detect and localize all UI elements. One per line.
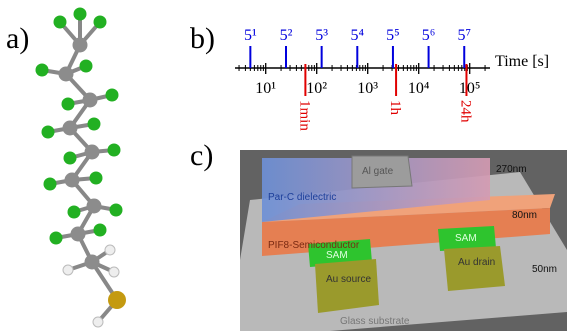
device-label: Glass substrate xyxy=(340,316,410,327)
fluorine-atom xyxy=(88,118,101,131)
panel-label: a) xyxy=(6,22,29,55)
carbon-atom xyxy=(71,227,86,242)
device-label: Par-C dielectric xyxy=(268,192,336,203)
device: Par-C dielectric Al gate 270nm PIF8-Semi… xyxy=(240,150,567,331)
marker-label: 5⁴ xyxy=(351,27,365,44)
carbon-atom xyxy=(85,145,100,160)
fluorine-atom xyxy=(54,16,67,29)
fluorine-atom xyxy=(94,16,107,29)
fluorine-atom xyxy=(106,89,119,102)
x-tick-label: 10³ xyxy=(357,80,378,97)
device-label: Au source xyxy=(326,274,371,285)
marker-label: 5⁶ xyxy=(422,27,436,44)
timeline-chart: 10¹ 10² 10³ 10⁴ 10⁵ Time [s] 5¹ 5² 5³ 5⁴ 5⁵ 5⁶ 5⁷ 1mi… xyxy=(235,27,549,131)
carbon-atom xyxy=(87,199,102,214)
x-axis-label: Time [s] xyxy=(495,53,549,70)
marker-label: 5⁵ xyxy=(386,27,400,44)
fluorine-atom xyxy=(80,60,93,73)
fluorine-atom xyxy=(42,126,55,139)
marker-label: 5³ xyxy=(315,27,328,44)
device-label: 80nm xyxy=(512,210,537,221)
hydrogen-atom xyxy=(105,245,115,255)
carbon-atom xyxy=(83,93,98,108)
hydrogen-atom xyxy=(63,265,73,275)
fluorine-atom xyxy=(44,178,57,191)
fluorine-atom xyxy=(94,224,107,237)
carbon-atom xyxy=(63,121,78,136)
device-label: Al gate xyxy=(362,166,394,177)
marker-label: 1min xyxy=(296,100,312,131)
device-label: 50nm xyxy=(532,264,557,275)
carbon-atom xyxy=(59,67,74,82)
panel-label: b) xyxy=(190,22,215,55)
fluorine-atom xyxy=(68,206,81,219)
x-tick-label: 10¹ xyxy=(255,80,276,97)
marker-label: 24h xyxy=(457,100,473,123)
hydrogen-atom xyxy=(109,267,119,277)
marker-label: 1h xyxy=(387,100,403,116)
hydrogen-atom xyxy=(93,317,103,327)
electrode xyxy=(315,259,379,313)
carbon-atom xyxy=(85,255,100,270)
marker-label: 5² xyxy=(280,27,293,44)
device-label: SAM xyxy=(455,233,477,244)
carbon-atom xyxy=(73,38,88,53)
x-tick-label: 10⁴ xyxy=(408,80,430,97)
device-label: SAM xyxy=(326,250,348,261)
figure: a) b) c) 10¹ 10² 10³ 10⁴ 10⁵ Time [s] 5¹ 5² 5³ 5⁴… xyxy=(0,0,567,331)
x-tick-label: 10⁵ xyxy=(459,80,481,97)
device-label: Au drain xyxy=(458,257,495,268)
marker-label: 5¹ xyxy=(244,27,257,44)
panel-label: c) xyxy=(190,139,213,172)
fluorine-atom xyxy=(90,172,103,185)
marker-label: 5⁷ xyxy=(457,27,471,44)
carbon-atom xyxy=(65,173,80,188)
fluorine-atom xyxy=(62,98,75,111)
sulfur-atom xyxy=(108,291,126,309)
fluorine-atom xyxy=(108,144,121,157)
device-label: 270nm xyxy=(496,164,527,175)
fluorine-atom xyxy=(64,152,77,165)
fluorine-atom xyxy=(36,64,49,77)
fluorine-atom xyxy=(50,232,63,245)
fluorine-atom xyxy=(74,8,87,21)
x-tick-label: 10² xyxy=(306,80,327,97)
fluorine-atom xyxy=(110,204,123,217)
electrode xyxy=(444,246,505,291)
molecule xyxy=(36,8,127,328)
